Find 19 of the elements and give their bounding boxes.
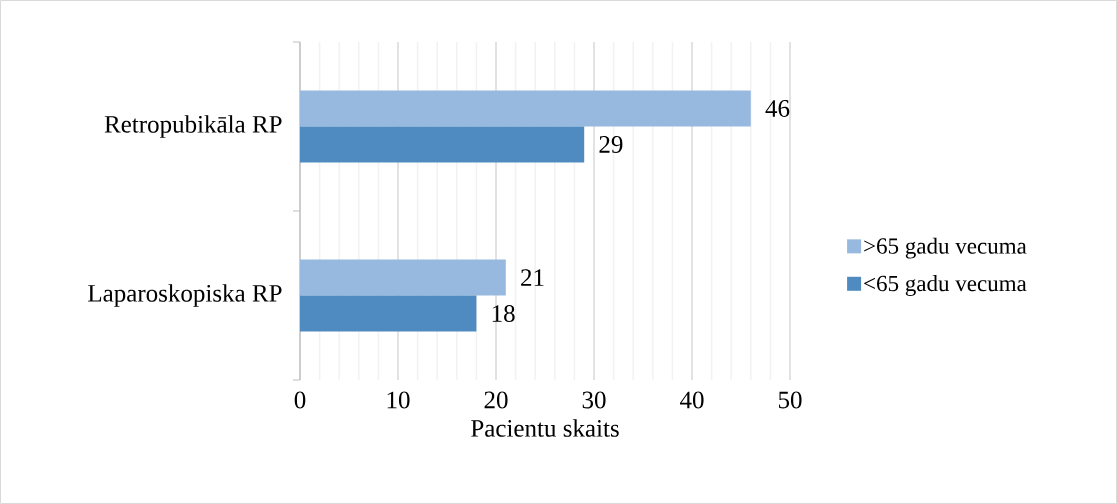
- y-tick-label: Laparoskopiska RP: [88, 284, 282, 307]
- data-label: 21: [521, 269, 544, 286]
- x-tick-label: 40: [679, 391, 704, 409]
- x-tick-label: 20: [484, 391, 508, 409]
- data-label: 18: [492, 305, 515, 322]
- x-tick-label: 30: [582, 391, 606, 409]
- data-label: 29: [599, 136, 623, 153]
- bar: [300, 90, 751, 127]
- bar: [300, 295, 477, 332]
- y-tick-label: Retropubikāla RP: [104, 115, 282, 138]
- legend-label: <65 gadu vecuma: [864, 275, 1027, 296]
- x-tick-label: 0: [294, 391, 306, 409]
- data-label: 46: [765, 100, 790, 117]
- bar: [300, 259, 506, 296]
- bar: [300, 126, 585, 163]
- x-tick-label: 10: [387, 391, 410, 409]
- x-tick-label: 50: [778, 391, 802, 409]
- legend-label: >65 gadu vecuma: [864, 237, 1027, 259]
- x-axis-title: Pacientu skaits: [471, 419, 619, 437]
